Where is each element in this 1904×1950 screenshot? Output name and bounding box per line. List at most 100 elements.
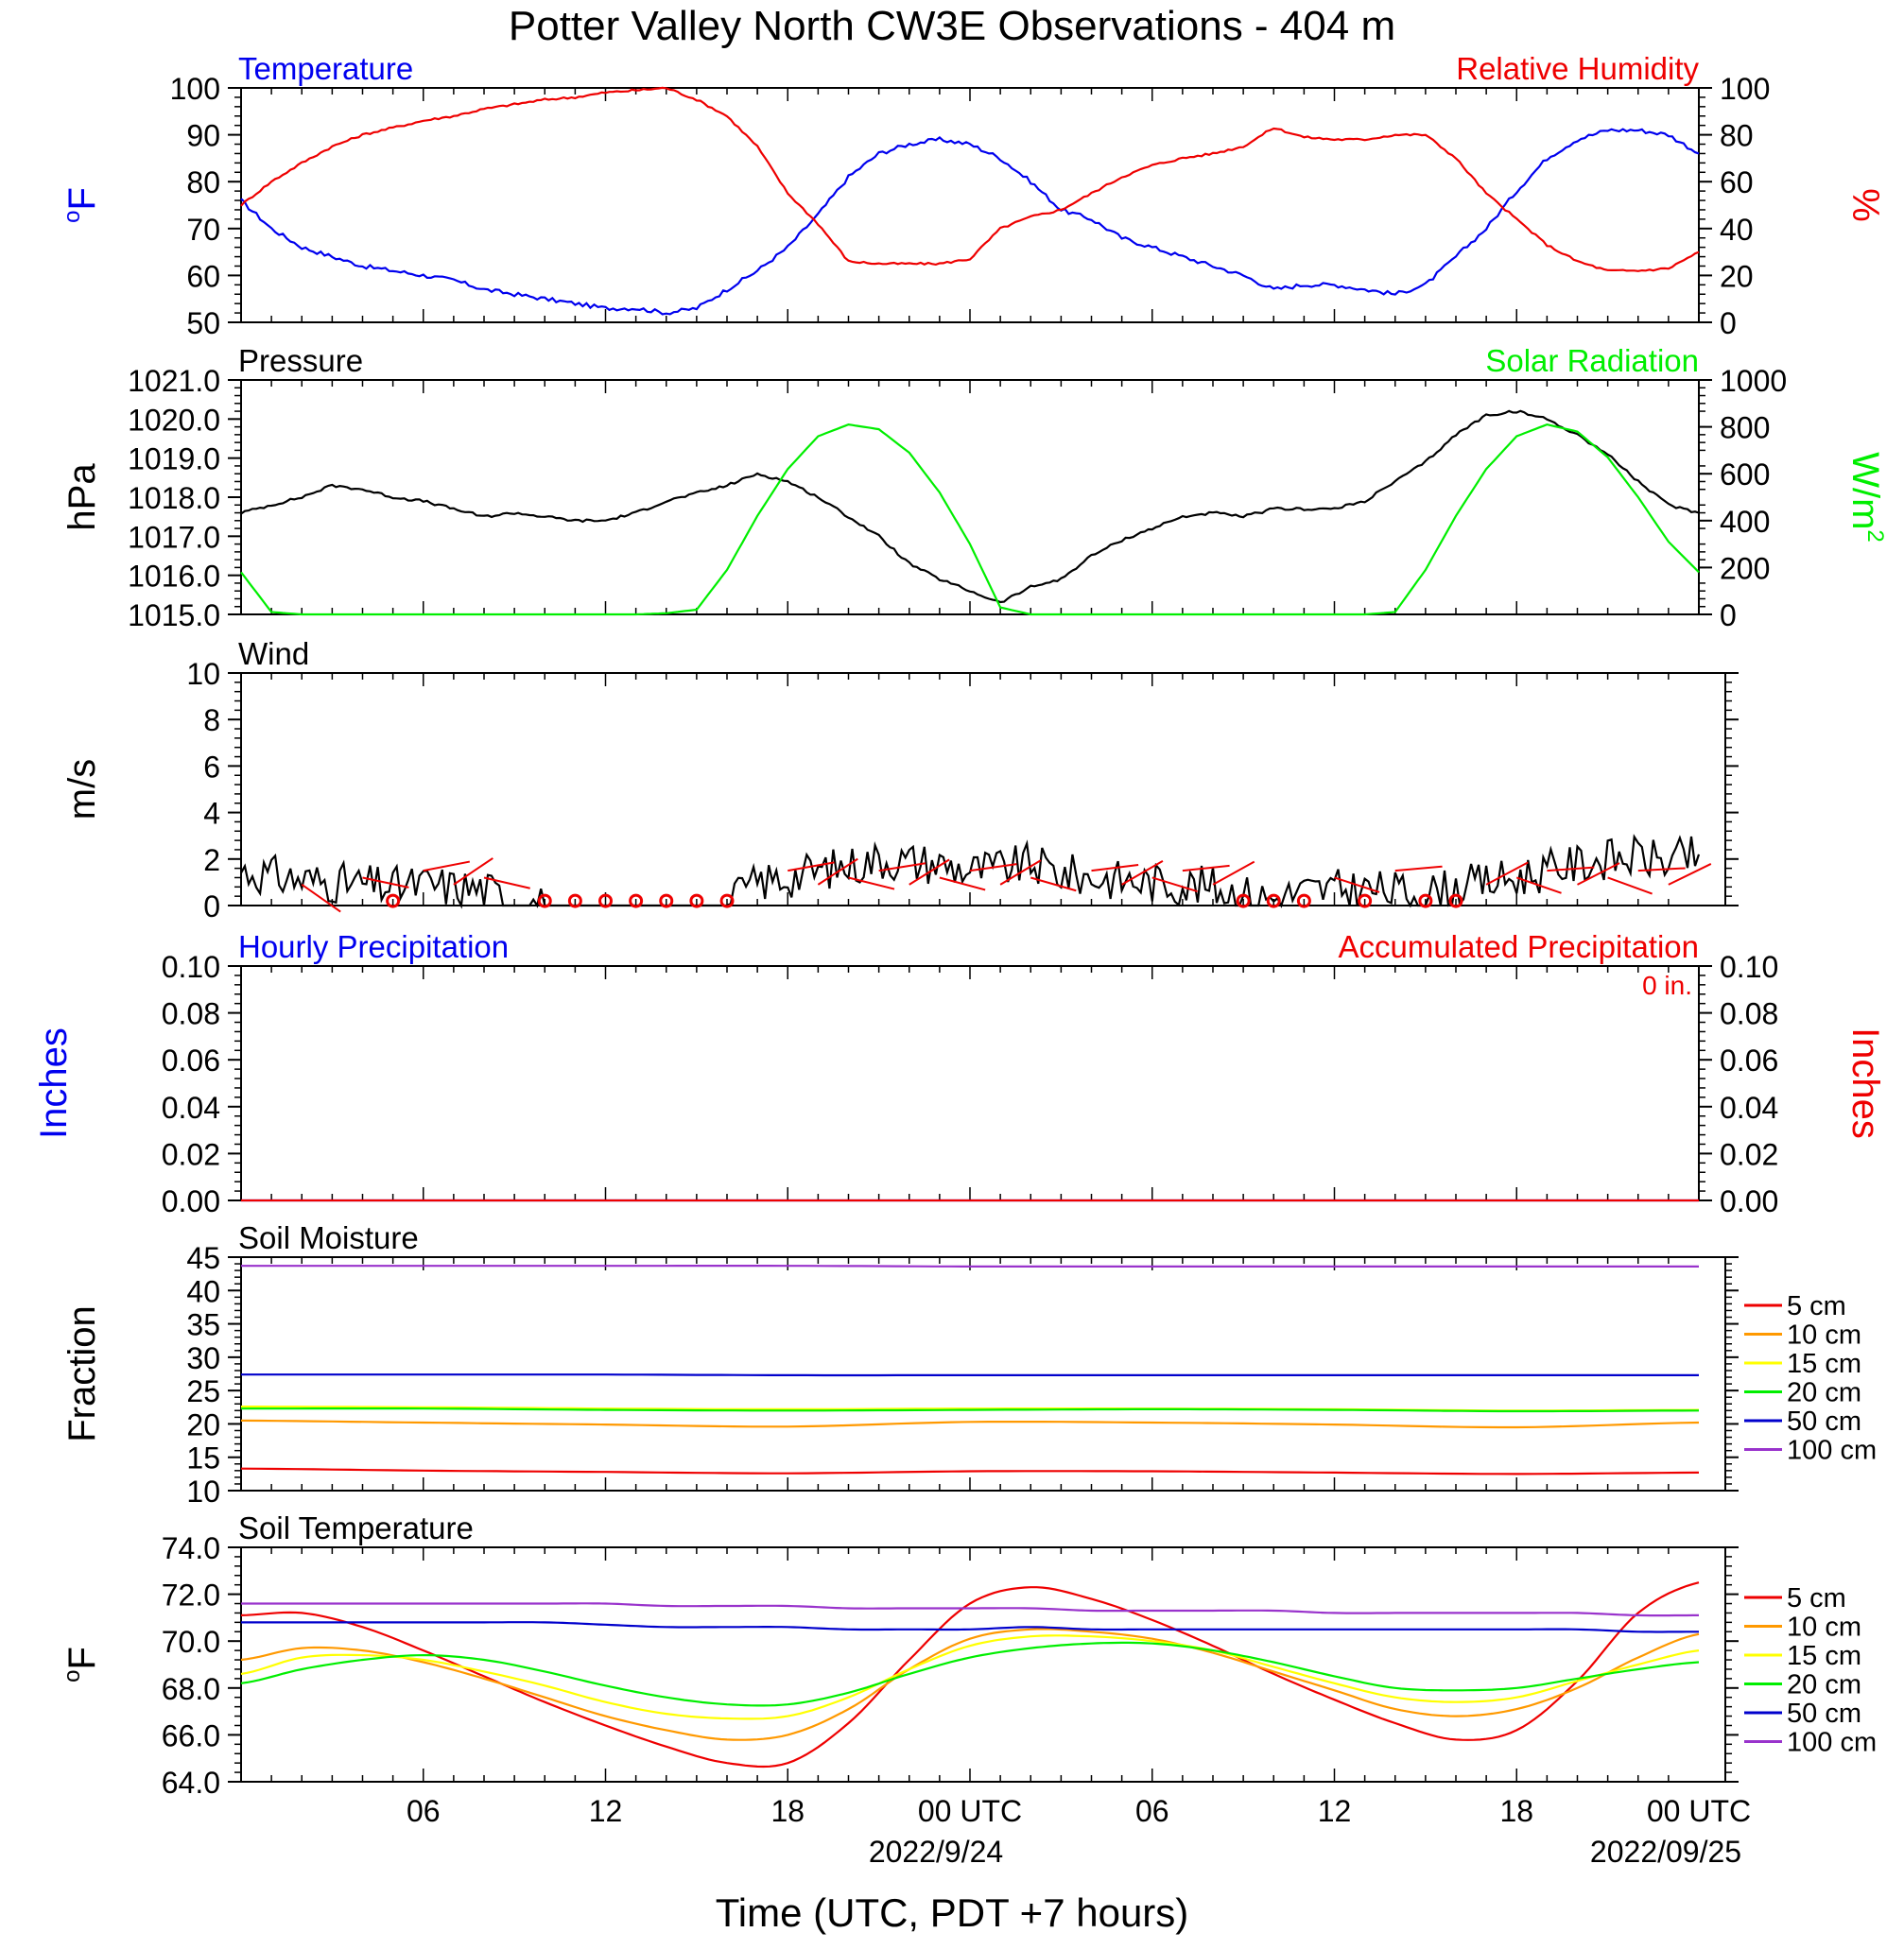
degree-mark: o [60,1670,85,1683]
y-right-tick-label: 1000 [1720,364,1787,398]
series-line-20-cm [241,1407,1700,1413]
y-left-tick-label: 10 [186,657,220,691]
panel-title-left: Wind [238,636,309,671]
y-left-tick-label: 0 [203,889,220,923]
wind-barb [878,862,926,872]
panel-title-left: Soil Temperature [238,1510,474,1545]
wind-barb [1515,876,1562,894]
wind-barb [909,858,950,886]
plot-frame [240,1546,1726,1783]
wind-barb [423,860,471,872]
wind-barb [817,857,858,886]
y-left-tick-label: 70.0 [162,1625,220,1659]
y-left-tick-label: 1021.0 [128,364,220,398]
y-left-tick-label: 100 [170,72,220,106]
legend-label: 15 cm [1787,1641,1861,1671]
series-line-temperature [240,128,1700,316]
x-tick-label: 12 [589,1794,623,1828]
y-left-tick-label: 1018.0 [128,481,220,515]
x-axis: Time (UTC, PDT +7 hours) 2022/9/24 2022/… [407,1794,1751,1935]
y-left-tick-label: 1019.0 [128,442,220,476]
x-tick-label: 18 [1499,1794,1533,1828]
y-right-tick-label: 400 [1720,505,1770,539]
wind-barb [1151,876,1198,893]
y-axis-label-right: W/m2 [1844,452,1888,543]
y-right-tick-label: 0.10 [1720,950,1778,984]
panel-4: 0.10 0.08 0.06 0.04 0.02 0.00 0.10 0.08 0.06 0.04… [33,929,1886,1218]
series-line-50-cm [241,1373,1699,1377]
calm-wind-marker [1418,893,1433,908]
y-left-tick-label: 74.0 [162,1531,220,1565]
legend-label: 100 cm [1787,1436,1877,1466]
y-axis-label-left: Fraction [61,1305,103,1442]
legend-label: 5 cm [1787,1291,1846,1321]
y-left-tick-label: 0.02 [162,1137,220,1171]
wind-barb [939,876,986,891]
wind-barb [1668,863,1712,886]
legend-label: 10 cm [1787,1613,1861,1643]
series-line-20-cm [240,1641,1700,1707]
calm-wind-marker [689,893,704,908]
x-tick-label: 18 [770,1794,805,1828]
y-left-tick-label: 25 [186,1374,220,1408]
wind-barb [969,863,1017,872]
calm-wind-marker [567,893,582,908]
y-left-tick-label: 1017.0 [128,520,220,554]
y-left-tick-label: 4 [203,797,220,831]
calm-wind-marker [537,893,552,908]
legend-label: 100 cm [1787,1728,1877,1758]
legend-label: 20 cm [1787,1670,1861,1700]
y-left-tick-label: 60 [186,259,220,293]
y-left-tick-label: 0.04 [162,1091,220,1125]
calm-wind-marker [629,893,644,908]
x-tick-label: 00 UTC [1647,1794,1751,1828]
legend-label: 10 cm [1787,1320,1861,1351]
y-right-tick-label: 0 [1720,598,1737,632]
y-right-tick-label: 40 [1720,213,1754,247]
calm-wind-marker [1236,893,1251,908]
unit-base: W/m [1844,452,1886,529]
panel-title-left: Pressure [238,343,363,378]
y-axis-label-left: oF [60,187,103,223]
y-left-tick-label: 2 [203,843,220,877]
y-left-tick-label: 35 [186,1308,220,1342]
y-right-tick-label: 0.04 [1720,1091,1778,1125]
y-left-tick-label: 6 [203,750,220,784]
calm-wind-marker [386,893,401,908]
y-right-tick-label: 0.02 [1720,1137,1778,1171]
x-axis-title: Time (UTC, PDT +7 hours) [716,1890,1189,1935]
calm-wind-marker [1448,893,1463,908]
y-right-tick-label: 0.08 [1720,997,1778,1031]
y-right-tick-label: 0.00 [1720,1184,1778,1218]
legend-label: 15 cm [1787,1349,1861,1379]
y-right-tick-label: 200 [1720,551,1770,585]
wind-barb [1394,865,1443,872]
panel-title-right: Solar Radiation [1485,343,1699,378]
x-tick-label: 00 UTC [918,1794,1022,1828]
wind-barb [999,859,1042,886]
y-left-tick-label: 45 [186,1241,220,1275]
series-line-100-cm [241,1602,1699,1617]
wind-barb [301,884,341,913]
series-line-wind-speed [240,834,1701,909]
y-axis-label-right: Inches [1844,1027,1886,1139]
accumulated-precip-label: 0 in. [1642,971,1692,1000]
series-line-5-cm [240,1467,1700,1475]
x-tick-label: 12 [1318,1794,1352,1828]
y-right-tick-label: 0.06 [1720,1044,1778,1078]
y-axis-label-right: % [1844,188,1886,222]
series-line-relative-humidity [240,86,1700,272]
y-left-tick-label: 0.10 [162,950,220,984]
y-axis-label-left: m/s [61,759,103,820]
y-left-tick-label: 66.0 [162,1718,220,1752]
series-line-15-cm [240,1634,1700,1720]
panel-title-right: Relative Humidity [1456,51,1699,86]
y-axis-label-left: hPa [61,463,103,531]
series-line-10-cm [240,1628,1700,1741]
calm-wind-marker [659,893,674,908]
y-right-tick-label: 20 [1720,259,1754,293]
y-left-tick-label: 40 [186,1274,220,1308]
y-left-tick-label: 1016.0 [128,560,220,594]
